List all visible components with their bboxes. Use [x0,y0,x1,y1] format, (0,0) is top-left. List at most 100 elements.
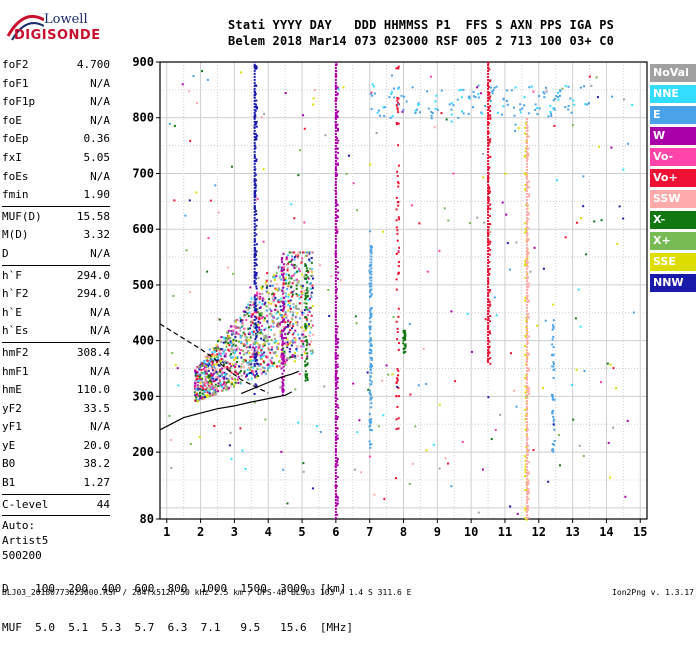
echo-point [254,113,257,116]
echo-point [368,271,371,274]
echo-point [274,351,277,354]
echo-point [596,96,599,99]
echo-point [210,365,213,368]
echo-point [397,387,400,390]
echo-point [523,475,526,478]
echo-point [264,372,267,375]
echo-point [273,274,276,277]
param-value: 4.700 [76,58,110,71]
echo-point [281,334,284,337]
echo-point [524,122,527,125]
echo-point [217,377,220,380]
echo-point [417,102,420,105]
echo-point [194,369,197,372]
echo-point [290,277,293,280]
echo-point [217,349,220,352]
echo-point [274,341,277,344]
echo-point [567,108,570,111]
echo-point [488,351,491,354]
echo-point [257,343,260,346]
echo-point [205,380,208,383]
echo-point [336,296,339,299]
echo-point [174,364,177,367]
echo-point [551,365,554,368]
echo-point [286,323,289,326]
echo-point [555,95,558,98]
echo-point [293,332,296,335]
echo-point [336,357,339,360]
echo-point [356,431,359,434]
echo-point [370,371,373,374]
echo-point [240,374,243,377]
echo-point [336,261,339,264]
echo-point [289,307,292,310]
echo-point [288,251,291,254]
echo-point [534,103,537,106]
echo-point [396,331,399,334]
echo-point [246,336,249,339]
echo-point [287,293,290,296]
echo-point [254,322,257,325]
echo-point [274,298,277,301]
echo-point [502,97,505,100]
echo-point [397,65,400,68]
echo-point [203,361,206,364]
echo-point [220,371,223,374]
echo-point [336,215,339,218]
echo-point [255,138,258,141]
echo-point [255,287,258,290]
echo-point [200,364,203,367]
echo-point [255,105,258,108]
echo-point [239,329,242,332]
echo-point [304,263,307,266]
echo-point [525,389,528,392]
echo-point [242,358,245,361]
echo-point [516,512,519,515]
echo-point [370,293,373,296]
param-row: foF2 4.700 [2,56,110,75]
echo-point [197,373,200,376]
echo-point [414,111,417,114]
echo-point [283,306,286,309]
echo-point [472,106,475,109]
y-tick-label: 500 [132,278,154,292]
echo-point [254,146,257,149]
param-row: yF1 N/A [2,418,110,437]
echo-point [414,109,417,112]
echo-point [209,199,212,202]
echo-point [275,312,278,315]
echo-point [261,317,264,320]
echo-point [212,364,215,367]
echo-point [215,378,218,381]
echo-point [368,455,371,458]
echo-point [307,323,310,326]
echo-point [291,282,294,285]
echo-point [268,366,271,369]
echo-point [265,355,268,358]
echo-point [462,112,465,115]
echo-point [397,417,400,420]
echo-point [402,329,405,332]
echo-point [224,360,227,363]
echo-point [524,418,527,421]
legend-item-vox: Vo+ [650,169,696,187]
echo-point [261,285,264,288]
echo-point [264,340,267,343]
echo-point [225,388,228,391]
echo-point [272,325,275,328]
echo-point [395,226,398,229]
echo-point [198,368,201,371]
echo-point [487,113,490,116]
echo-point [295,255,298,258]
echo-point [390,74,393,77]
echo-point [230,365,233,368]
echo-point [250,377,253,380]
echo-point [294,356,297,359]
echo-point [526,158,529,161]
echo-point [229,350,232,353]
echo-point [553,362,556,365]
echo-point [211,374,214,377]
echo-point [286,357,289,360]
echo-point [188,90,191,93]
echo-point [367,388,370,391]
